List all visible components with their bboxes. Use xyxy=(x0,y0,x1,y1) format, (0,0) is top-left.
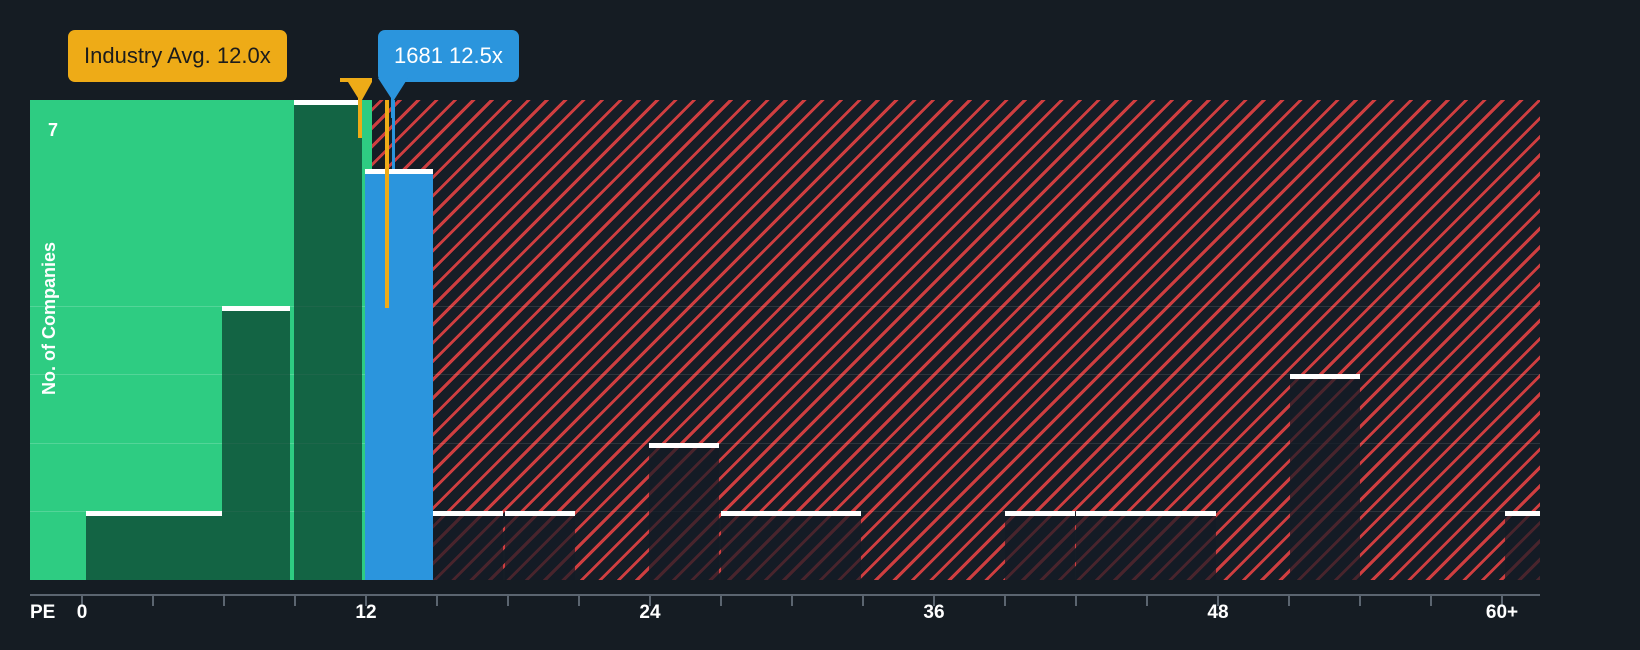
histogram-bar[interactable] xyxy=(1005,511,1075,580)
bar-body xyxy=(222,309,290,580)
x-axis-tick-label: 48 xyxy=(1207,602,1229,623)
bar-top-cap xyxy=(86,511,154,517)
x-axis-tick xyxy=(365,594,367,606)
x-axis-tick xyxy=(1359,594,1361,606)
company-pe-callout-tail xyxy=(378,78,408,118)
x-axis-tick xyxy=(507,594,509,606)
histogram-bar[interactable] xyxy=(1505,511,1540,580)
bar-top-cap xyxy=(365,168,433,174)
x-axis-tick xyxy=(1075,594,1077,606)
gridline xyxy=(372,305,1540,307)
company-pe-callout[interactable]: 1681 12.5x xyxy=(378,30,519,82)
x-axis-tick-label: 36 xyxy=(923,602,945,623)
bar-body xyxy=(791,515,861,580)
x-axis-tick xyxy=(1146,594,1148,606)
x-axis-tick xyxy=(791,594,793,606)
y-axis-title: No. of Companies xyxy=(39,241,59,395)
company-pe-callout-label: 1681 12.5x xyxy=(394,43,503,68)
x-axis-tick-label: 24 xyxy=(639,602,661,623)
bar-body xyxy=(154,515,222,580)
bar-body xyxy=(505,515,575,580)
bar-top-cap xyxy=(791,511,861,517)
bar-top-cap xyxy=(294,100,362,105)
industry-average-callout-label: Industry Avg. 12.0x xyxy=(84,43,271,68)
bar-top-cap xyxy=(1505,511,1540,517)
histogram-bar[interactable] xyxy=(433,511,503,580)
x-axis-line xyxy=(30,594,1540,596)
bar-top-cap xyxy=(649,442,719,448)
industry-average-callout-tail xyxy=(340,78,372,138)
histogram-bar[interactable] xyxy=(365,168,433,580)
x-axis-tick xyxy=(81,594,83,606)
x-axis-tick xyxy=(152,594,154,606)
y-axis-tick-label-max: 7 xyxy=(48,120,59,140)
bar-body xyxy=(433,515,503,580)
x-axis-tick xyxy=(649,594,651,606)
bar-top-cap xyxy=(505,511,575,517)
x-axis-tick xyxy=(1288,594,1290,606)
bar-top-cap xyxy=(1076,511,1146,517)
gridline xyxy=(30,305,372,307)
x-axis-tick xyxy=(578,594,580,606)
histogram-bar[interactable] xyxy=(222,305,290,580)
bar-top-cap xyxy=(721,511,791,517)
x-axis-tick-label: 0 xyxy=(76,602,88,623)
company-pe-marker-line xyxy=(392,100,395,169)
zone-overvalued xyxy=(372,100,1540,580)
bar-body xyxy=(1505,515,1540,580)
gridline xyxy=(30,442,372,444)
x-axis-tick xyxy=(223,594,225,606)
x-axis-tick xyxy=(1501,594,1503,606)
plot-area xyxy=(30,100,1540,580)
histogram-bar[interactable] xyxy=(721,511,791,580)
histogram-bar[interactable] xyxy=(505,511,575,580)
gridline xyxy=(30,374,372,376)
bar-body xyxy=(294,104,362,580)
bar-body xyxy=(649,446,719,580)
bar-top-cap xyxy=(222,305,290,311)
gridline xyxy=(372,511,1540,513)
bar-top-cap xyxy=(154,511,222,517)
x-axis-tick-label: 12 xyxy=(355,602,377,623)
x-axis-tick xyxy=(862,594,864,606)
x-axis-tick xyxy=(436,594,438,606)
x-axis-tick xyxy=(1004,594,1006,606)
industry-average-marker-line xyxy=(385,100,389,308)
bar-body xyxy=(365,172,433,580)
histogram-bar[interactable] xyxy=(1290,374,1360,580)
histogram-bar[interactable] xyxy=(649,442,719,580)
histogram-bar[interactable] xyxy=(791,511,861,580)
gridline xyxy=(372,442,1540,444)
bar-top-cap xyxy=(1290,374,1360,380)
x-axis-prefix-label: PE xyxy=(30,602,56,623)
x-axis-tick xyxy=(933,594,935,606)
bar-body xyxy=(1290,378,1360,580)
bar-top-cap xyxy=(1005,511,1075,517)
histogram-bar[interactable] xyxy=(1146,511,1216,580)
histogram-bar[interactable] xyxy=(154,511,222,580)
bar-top-cap xyxy=(1146,511,1216,517)
histogram-bar[interactable] xyxy=(1076,511,1146,580)
gridline xyxy=(372,374,1540,376)
bar-body xyxy=(1005,515,1075,580)
histogram-bar[interactable] xyxy=(86,511,154,580)
histogram-bar[interactable] xyxy=(294,100,362,580)
bar-body xyxy=(721,515,791,580)
x-axis-tick xyxy=(1217,594,1219,606)
industry-average-callout[interactable]: Industry Avg. 12.0x xyxy=(68,30,287,82)
x-axis-tick-label: 60+ xyxy=(1485,602,1519,623)
bar-body xyxy=(1146,515,1216,580)
bar-body xyxy=(86,515,154,580)
x-axis-tick xyxy=(294,594,296,606)
x-axis-tick xyxy=(1430,594,1432,606)
x-axis-tick xyxy=(720,594,722,606)
bar-top-cap xyxy=(433,511,503,517)
bar-body xyxy=(1076,515,1146,580)
